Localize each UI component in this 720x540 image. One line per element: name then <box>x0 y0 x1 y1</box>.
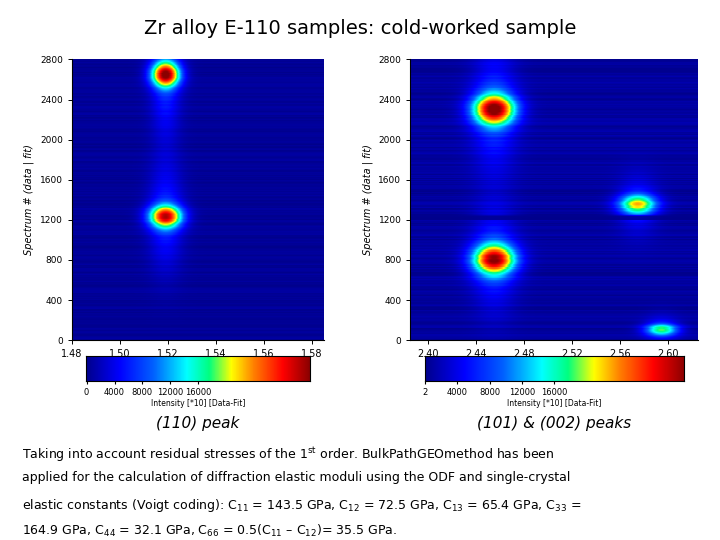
Text: 164.9 GPa, C$_{44}$ = 32.1 GPa, C$_{66}$ = 0.5(C$_{11}$ – C$_{12}$)= 35.5 GPa.: 164.9 GPa, C$_{44}$ = 32.1 GPa, C$_{66}$… <box>22 523 397 539</box>
Y-axis label: Spectrum # (data | fit): Spectrum # (data | fit) <box>362 144 373 255</box>
Text: applied for the calculation of diffraction elastic moduli using the ODF and sing: applied for the calculation of diffracti… <box>22 471 570 484</box>
X-axis label: d (Angstrom): d (Angstrom) <box>157 365 239 378</box>
X-axis label: Intensity [*10] [Data-Fit]: Intensity [*10] [Data-Fit] <box>507 399 602 408</box>
Text: (110) peak: (110) peak <box>156 416 240 431</box>
Text: Taking into account residual stresses of the 1$^{\mathrm{st}}$ order. BulkPathGE: Taking into account residual stresses of… <box>22 446 554 464</box>
Y-axis label: Spectrum # (data | fit): Spectrum # (data | fit) <box>24 144 35 255</box>
X-axis label: d (Angstrom): d (Angstrom) <box>513 365 595 378</box>
Text: Zr alloy E-110 samples: cold-worked sample: Zr alloy E-110 samples: cold-worked samp… <box>144 19 576 38</box>
Text: (101) & (002) peaks: (101) & (002) peaks <box>477 416 631 431</box>
Text: elastic constants (Voigt coding): C$_{11}$ = 143.5 GPa, C$_{12}$ = 72.5 GPa, C$_: elastic constants (Voigt coding): C$_{11… <box>22 497 581 514</box>
X-axis label: Intensity [*10] [Data-Fit]: Intensity [*10] [Data-Fit] <box>150 399 246 408</box>
